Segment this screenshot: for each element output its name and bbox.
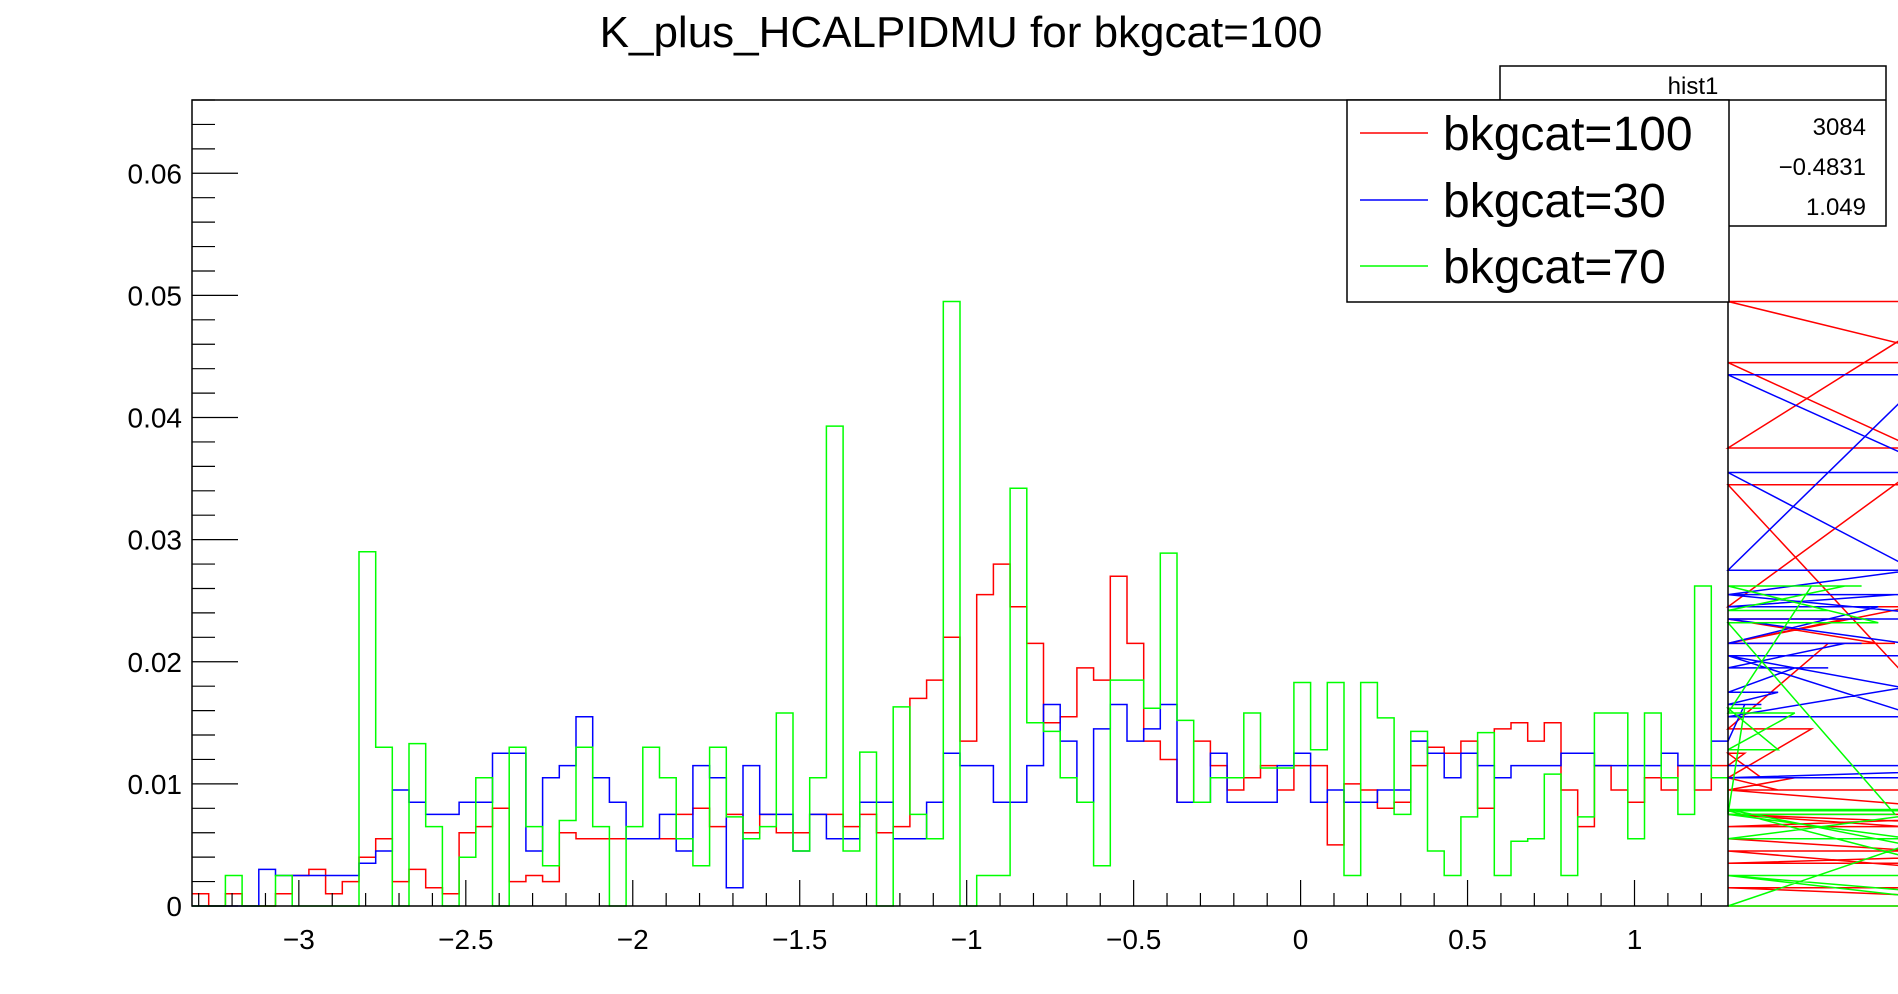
series-bkgcat-30 [192, 374, 1898, 907]
x-tick-label: −1 [951, 924, 983, 955]
y-tick-label: 0.04 [128, 403, 183, 434]
chart-title: K_plus_HCALPIDMU for bkgcat=100 [600, 8, 1323, 57]
x-tick-label: −0.5 [1106, 924, 1161, 955]
x-tick-label: −3 [283, 924, 315, 955]
legend-label-bkgcat-70: bkgcat=70 [1443, 241, 1666, 294]
y-tick-label: 0.03 [128, 525, 183, 556]
y-tick-label: 0 [166, 891, 182, 922]
x-tick-label: 1 [1627, 924, 1643, 955]
legend-label-bkgcat-30: bkgcat=30 [1443, 175, 1666, 228]
y-tick-label: 0.02 [128, 647, 183, 678]
stats-title: hist1 [1668, 73, 1719, 100]
stats-mean: −0.4831 [1779, 154, 1866, 181]
y-tick-label: 0.05 [128, 280, 183, 311]
series-bkgcat-70 [192, 300, 1898, 907]
y-tick-label: 0.01 [128, 769, 183, 800]
x-tick-label: −2.5 [438, 924, 493, 955]
x-tick-label: 0.5 [1448, 924, 1487, 955]
x-axis: −3 −2.5 −2 −1.5 −1 −0.5 0 0.5 1 [198, 880, 1702, 955]
x-tick-label: −2 [617, 924, 649, 955]
series-bkgcat-100 [192, 300, 1898, 907]
series-layer [192, 300, 1898, 907]
x-tick-label: 0 [1293, 924, 1309, 955]
y-axis: 0 0.01 0.02 0.03 0.04 0.05 0.06 [128, 99, 238, 922]
legend: bkgcat=100 bkgcat=30 bkgcat=70 [1346, 99, 1730, 303]
y-tick-label: 0.06 [128, 158, 183, 189]
plot-frame [191, 99, 1729, 907]
stats-stddev: 1.049 [1806, 194, 1866, 221]
x-tick-label: −1.5 [772, 924, 827, 955]
legend-label-bkgcat-100: bkgcat=100 [1443, 108, 1693, 161]
stats-entries: 3084 [1813, 114, 1866, 141]
